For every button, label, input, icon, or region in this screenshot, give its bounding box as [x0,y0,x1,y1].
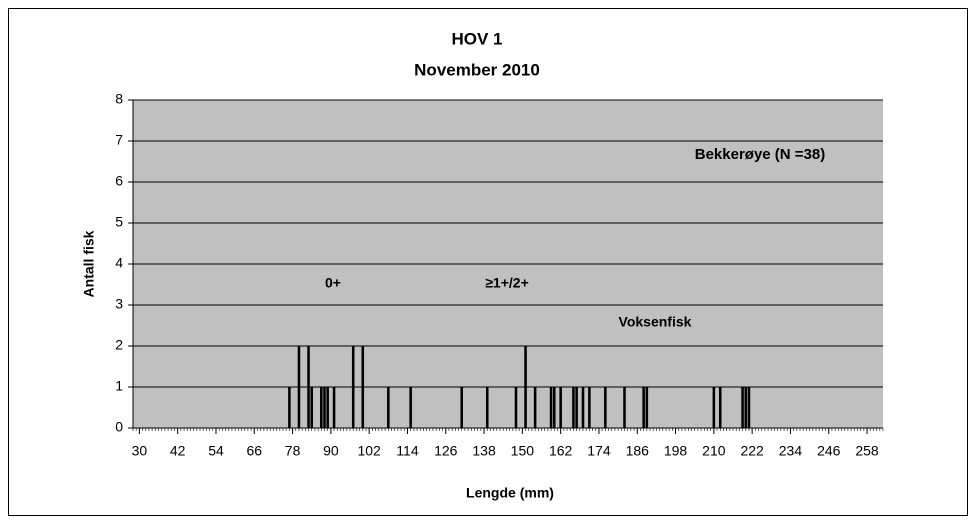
y-tick-label: 8 [115,91,123,107]
x-tick-label: 258 [855,443,879,459]
bar [326,387,329,428]
bar [351,346,355,428]
x-tick-label: 30 [132,443,148,459]
bar [323,387,326,428]
x-tick-label: 222 [740,443,764,459]
x-tick-label: 54 [208,443,224,459]
bar [744,387,748,428]
x-tick-label: 150 [511,443,535,459]
bar [581,387,585,428]
bar [559,387,562,428]
bar [297,346,301,428]
y-tick-label: 5 [115,214,123,230]
bar [460,387,463,428]
bar [575,387,578,428]
bar [307,346,310,428]
x-tick-label: 246 [817,443,841,459]
y-tick-label: 1 [115,378,123,394]
x-tick-label: 210 [702,443,726,459]
x-tick-label: 66 [246,443,262,459]
bar [642,387,645,428]
bar [623,387,626,428]
bar [361,346,365,428]
x-tick-label: 126 [434,443,458,459]
x-tick-label: 186 [626,443,650,459]
bar [409,387,412,428]
y-tick-label: 0 [115,419,123,435]
x-tick-label: 90 [323,443,339,459]
x-tick-label: 102 [357,443,381,459]
bar [741,387,744,428]
bar [310,387,313,428]
x-tick-label: 114 [396,443,419,459]
x-tick-label: 42 [170,443,186,459]
bar [553,387,556,428]
bar [718,387,722,428]
annotation: ≥1+/2+ [485,275,529,291]
x-tick-label: 198 [664,443,688,459]
bar [588,387,591,428]
annotation: Bekkerøye (N =38) [695,146,826,163]
bar [549,387,553,428]
bar [514,387,518,428]
bar [524,346,527,428]
bar [604,387,607,428]
x-tick-label: 162 [549,443,573,459]
y-tick-label: 3 [115,296,123,312]
chart-title: HOV 1 [451,29,502,48]
y-tick-label: 4 [115,255,123,271]
bar [712,387,716,428]
annotation: 0+ [325,275,341,291]
x-tick-label: 174 [587,443,611,459]
bar [320,387,323,428]
x-tick-label: 78 [285,443,301,459]
bar [387,387,390,428]
x-axis-label: Lengde (mm) [466,485,554,501]
bar [288,387,291,428]
y-axis-label: Antall fisk [81,230,97,297]
bar [747,387,751,428]
chart-subtitle: November 2010 [414,60,540,79]
bar [332,387,336,428]
annotation: Voksenfisk [619,314,692,330]
x-tick-label: 234 [779,443,803,459]
bar [485,387,489,428]
y-tick-label: 6 [115,173,123,189]
y-tick-label: 2 [115,337,123,353]
bar [572,387,575,428]
x-tick-label: 138 [472,443,496,459]
bar [533,387,537,428]
bar [645,387,649,428]
y-tick-label: 7 [115,132,123,148]
